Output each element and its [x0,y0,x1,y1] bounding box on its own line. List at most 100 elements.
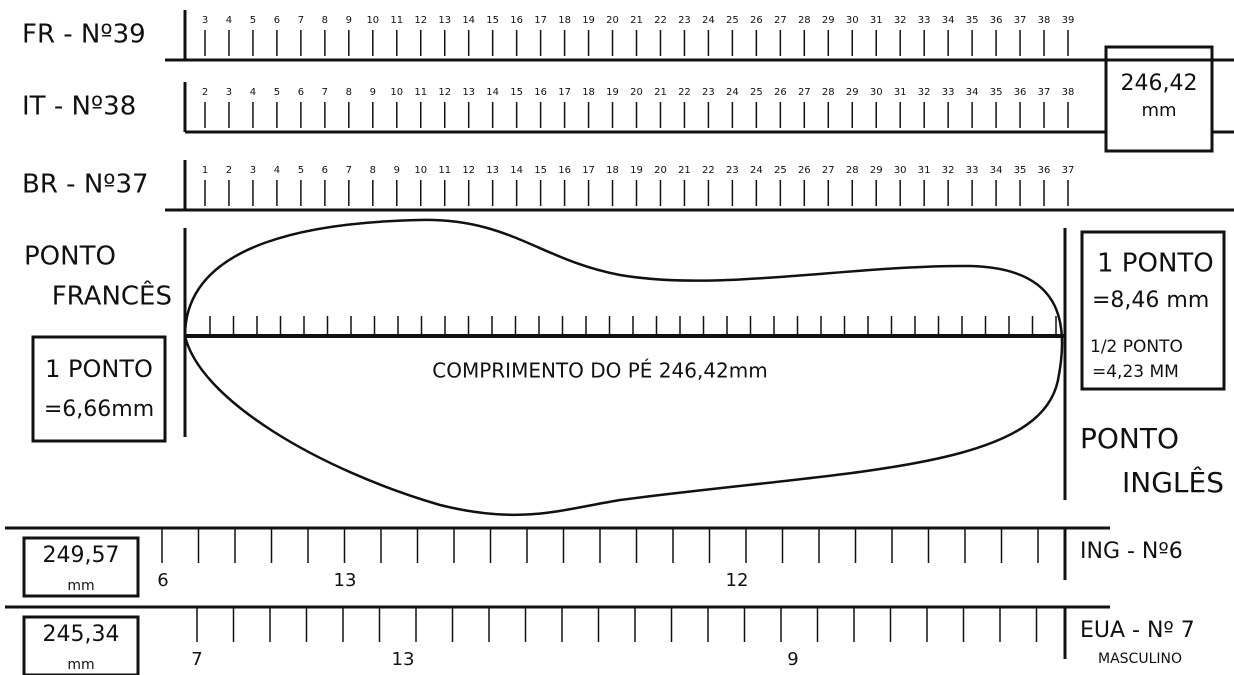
right-box-text: =4,23 MM [1092,362,1179,382]
scale-tick-label: 19 [630,165,643,176]
scale-tick-label: 13 [462,87,475,98]
scale-tick-label: 20 [630,87,643,98]
scale-tick-label: 33 [966,165,979,176]
scale-tick-label: 11 [438,165,451,176]
measure-value: 249,57 [43,543,120,568]
scale-tick-label: 6 [298,87,304,98]
scale-tick-label: 34 [942,15,955,26]
scale-tick-label: 3 [202,15,208,26]
scale-tick-label: 21 [654,87,667,98]
scale-tick-label: 35 [966,15,979,26]
scale-tick-label: 18 [582,87,595,98]
measure-box [22,615,140,675]
scale-tick-label: 30 [846,15,859,26]
measure-unit: mm [67,578,94,594]
scale-tick-label: 36 [1038,165,1051,176]
scale-label: ING - Nº6 [1080,539,1183,564]
scale-sublabel: MASCULINO [1098,651,1182,667]
scale-tick-label: 10 [366,15,379,26]
scale-tick-label: 7 [298,15,304,26]
scale-tick-label: 15 [534,165,547,176]
scale-tick-label: 29 [822,15,835,26]
scale-tick-label: 12 [438,87,451,98]
scale-tick-label: 13 [438,15,451,26]
scale-tick-label: 22 [678,87,691,98]
scale-tick-label: 32 [942,165,955,176]
ruler-label: 6 [157,570,168,591]
scale-label: EUA - Nº 7 [1080,618,1195,643]
scale-tick-label: 15 [510,87,523,98]
scale-tick-label: 17 [558,87,571,98]
foot-label: COMPRIMENTO DO PÉ 246,42mm [432,359,768,383]
scale-tick-label: 16 [558,165,571,176]
left-title: PONTO [24,242,116,272]
scale-tick-label: 38 [1062,87,1075,98]
ruler-label: 9 [787,649,798,670]
scale-tick-label: 2 [202,87,208,98]
ruler-label: 13 [392,649,415,670]
scale-tick-label: 37 [1038,87,1051,98]
scale-tick-label: 37 [1014,15,1027,26]
scale-tick-label: 38 [1038,15,1051,26]
foot-outline [183,218,1064,517]
scale-tick-label: 26 [774,87,787,98]
scale-tick-label: 28 [798,15,811,26]
scale-tick-label: 10 [390,87,403,98]
scale-tick-label: 22 [702,165,715,176]
scale-tick-label: 6 [274,15,280,26]
scale-tick-label: 32 [894,15,907,26]
scale-tick-label: 25 [750,87,763,98]
scale-tick-label: 30 [870,87,883,98]
length-value: 246,42 [1121,71,1198,96]
scale-tick-label: 28 [822,87,835,98]
scale-tick-label: 36 [990,15,1003,26]
scale-tick-label: 18 [558,15,571,26]
left-box [31,335,167,443]
scale-tick-label: 10 [414,165,427,176]
scale-tick-label: 27 [774,15,787,26]
scale-tick-label: 35 [1014,165,1027,176]
scale-tick-label: 14 [510,165,523,176]
scale-tick-label: 30 [894,165,907,176]
length-box [1104,45,1214,153]
ruler-label: 7 [191,649,202,670]
scale-tick-label: 33 [942,87,955,98]
scale-tick-label: 8 [346,87,352,98]
right-box-text: 1/2 PONTO [1090,337,1183,357]
scale-tick-label: 4 [250,87,256,98]
scale-tick-label: 31 [918,165,931,176]
scale-tick-label: 24 [702,15,715,26]
left-box-text: =6,66mm [44,397,154,422]
scale-tick-label: 6 [322,165,328,176]
scale-tick-label: 17 [534,15,547,26]
scale-tick-label: 22 [654,15,667,26]
scale-tick-label: 25 [774,165,787,176]
right-box [1080,230,1226,391]
right-box-text: 1 PONTO [1097,249,1214,279]
measure-unit: mm [67,657,94,673]
scale-tick-label: 28 [846,165,859,176]
scale-tick-label: 4 [274,165,280,176]
scale-tick-label: 23 [702,87,715,98]
scale-tick-label: 25 [726,15,739,26]
scale-tick-label: 32 [918,87,931,98]
length-unit: mm [1141,100,1176,121]
left-title: FRANCÊS [52,280,172,312]
right-box-text: =8,46 mm [1092,288,1209,313]
scale-tick-label: 12 [462,165,475,176]
scale-label: IT - Nº38 [22,92,136,122]
left-box-text: 1 PONTO [45,355,153,383]
scale-tick-label: 4 [226,15,232,26]
scale-tick-label: 19 [582,15,595,26]
scale-tick-label: 15 [486,15,499,26]
right-title: PONTO [1080,422,1179,455]
scale-tick-label: 9 [370,87,376,98]
scale-tick-label: 24 [726,87,739,98]
scale-tick-label: 14 [486,87,499,98]
scale-tick-label: 23 [678,15,691,26]
scale-tick-label: 5 [298,165,304,176]
scale-tick-label: 5 [274,87,280,98]
scale-tick-label: 8 [370,165,376,176]
scale-tick-label: 31 [894,87,907,98]
